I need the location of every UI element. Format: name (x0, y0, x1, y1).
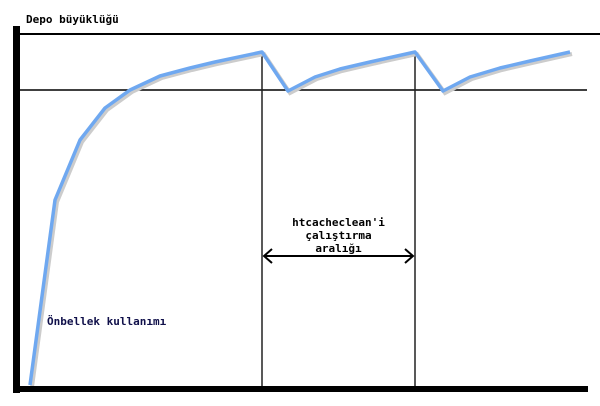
curve-label: Önbellek kullanımı (47, 315, 167, 328)
y-axis (13, 26, 20, 393)
usage-curve-shadow (30, 51, 573, 388)
interval-label: htcacheclean'i çalıştırma aralığı (262, 216, 415, 255)
arrowhead-left (262, 248, 273, 264)
x-axis (13, 386, 588, 392)
interval-label-line: aralığı (315, 242, 362, 255)
interval-label-line: htcacheclean'i (292, 216, 385, 229)
usage-curve (28, 50, 571, 386)
y-axis-label: Depo büyüklüğü (26, 13, 119, 26)
arrowhead-right (404, 248, 415, 264)
interval-label-line: çalıştırma (305, 229, 372, 242)
